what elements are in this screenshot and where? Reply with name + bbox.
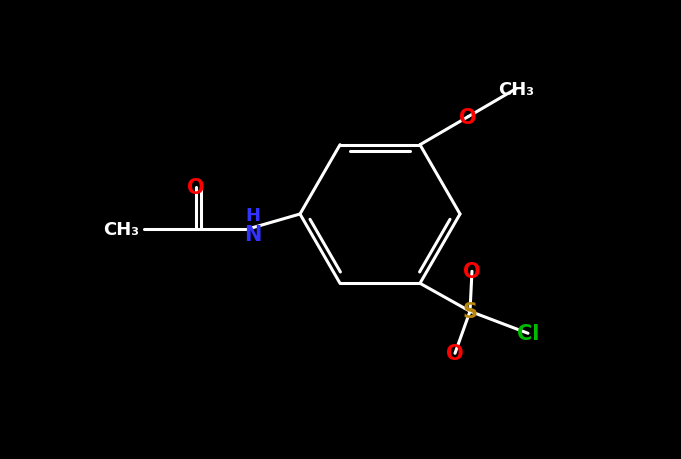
Text: CH₃: CH₃ bbox=[498, 80, 534, 99]
Text: O: O bbox=[463, 262, 481, 282]
Text: Cl: Cl bbox=[517, 324, 539, 343]
Text: N: N bbox=[244, 224, 262, 245]
Text: O: O bbox=[459, 107, 477, 128]
Text: O: O bbox=[187, 178, 205, 197]
Text: O: O bbox=[446, 343, 464, 364]
Text: S: S bbox=[462, 302, 477, 322]
Text: CH₃: CH₃ bbox=[103, 220, 139, 239]
Text: H: H bbox=[245, 207, 261, 224]
